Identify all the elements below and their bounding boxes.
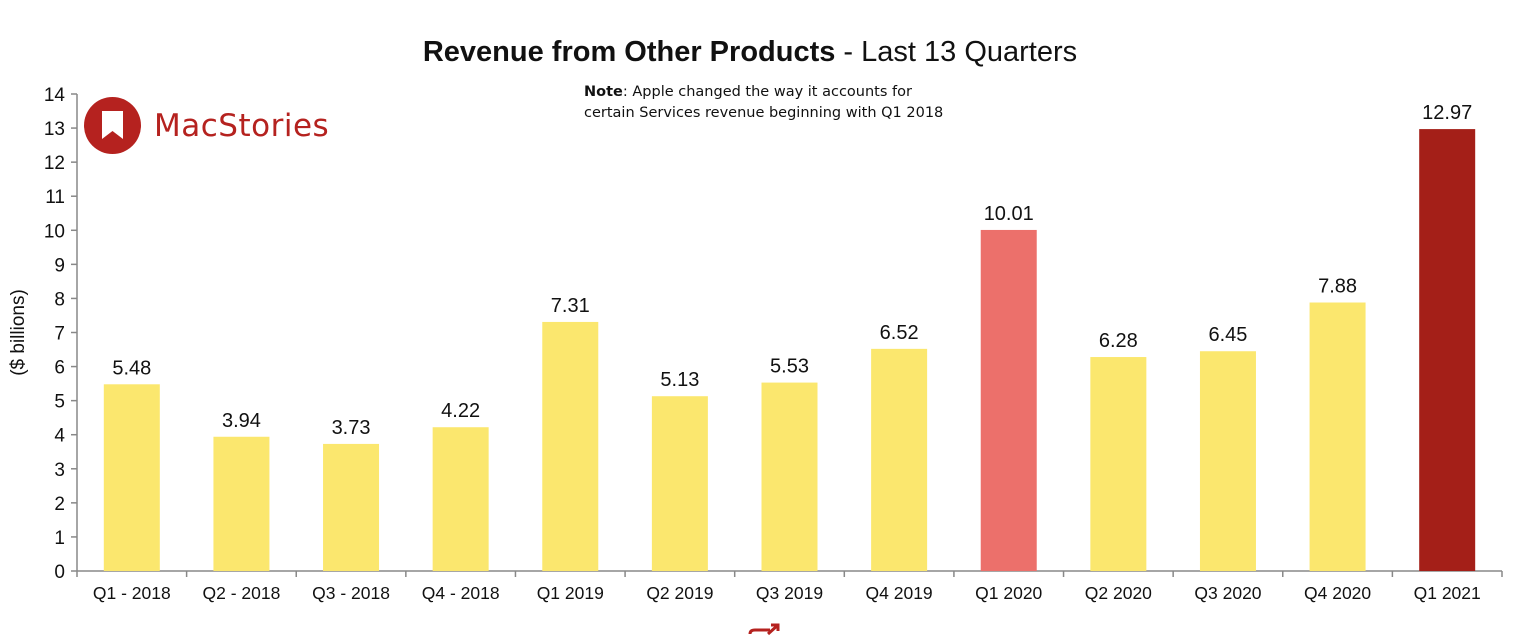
x-tick-label: Q1 2020 xyxy=(975,583,1042,603)
y-tick-label: 9 xyxy=(54,255,65,276)
y-tick-label: 8 xyxy=(54,289,65,310)
expand-arrow-icon[interactable] xyxy=(746,622,782,641)
y-tick-label: 14 xyxy=(44,85,66,106)
y-tick-label: 5 xyxy=(54,392,65,413)
bar xyxy=(1309,302,1366,571)
y-tick-label: 12 xyxy=(44,153,65,174)
data-label: 3.94 xyxy=(222,410,261,432)
x-tick-label: Q3 - 2018 xyxy=(312,583,390,603)
y-tick-label: 10 xyxy=(44,221,65,242)
note-line2: certain Services revenue beginning with … xyxy=(584,105,944,121)
x-tick-label: Q3 2019 xyxy=(756,583,823,603)
note-label: Note xyxy=(584,84,623,100)
chart-title-rest: - Last 13 Quarters xyxy=(835,36,1078,68)
y-tick-label: 7 xyxy=(54,324,65,345)
bar xyxy=(980,229,1037,571)
chart-title: Revenue from Other Products - Last 13 Qu… xyxy=(0,36,1500,69)
x-tick-label: Q2 2019 xyxy=(646,583,713,603)
logo-text: MacStories xyxy=(154,107,330,144)
bar xyxy=(542,321,599,571)
chart-note: Note: Apple changed the way it accounts … xyxy=(584,82,943,124)
y-tick-label: 3 xyxy=(54,460,65,481)
bar xyxy=(1090,357,1147,571)
data-label: 7.88 xyxy=(1318,276,1357,298)
data-label: 12.97 xyxy=(1422,102,1472,124)
data-label: 6.52 xyxy=(880,322,919,344)
macstories-logo: MacStories xyxy=(84,97,329,154)
x-tick-label: Q2 - 2018 xyxy=(203,583,281,603)
data-label: 7.31 xyxy=(551,295,590,317)
y-tick-label: 11 xyxy=(45,187,65,208)
note-line1: : Apple changed the way it accounts for xyxy=(622,84,912,100)
y-tick-label: 0 xyxy=(54,562,65,583)
y-tick-label: 4 xyxy=(54,426,65,447)
x-tick-label: Q1 2019 xyxy=(537,583,604,603)
bar xyxy=(761,382,818,571)
data-label: 6.45 xyxy=(1208,324,1247,346)
data-label: 10.01 xyxy=(984,203,1034,225)
bar xyxy=(1199,351,1256,571)
bar xyxy=(432,427,489,571)
x-tick-label: Q1 - 2018 xyxy=(93,583,171,603)
x-tick-label: Q2 2020 xyxy=(1085,583,1152,603)
x-tick-label: Q1 2021 xyxy=(1414,583,1481,603)
x-tick-label: Q4 2020 xyxy=(1304,583,1371,603)
data-label: 6.28 xyxy=(1099,330,1138,352)
y-tick-label: 6 xyxy=(54,358,65,379)
y-tick-label: 1 xyxy=(54,528,65,549)
bar xyxy=(213,436,270,571)
y-tick-label: 2 xyxy=(54,494,65,515)
bar xyxy=(651,396,708,571)
bar xyxy=(323,443,380,571)
x-tick-label: Q4 2019 xyxy=(866,583,933,603)
y-axis-label: ($ billions) xyxy=(8,289,29,376)
chart-title-bold: Revenue from Other Products xyxy=(422,36,836,68)
y-tick-label: 13 xyxy=(44,119,65,140)
x-tick-label: Q4 - 2018 xyxy=(422,583,500,603)
data-label: 4.22 xyxy=(441,400,480,422)
data-label: 3.73 xyxy=(332,417,371,439)
bar xyxy=(103,384,160,571)
bar xyxy=(871,348,928,571)
data-label: 5.13 xyxy=(660,369,699,391)
bar xyxy=(1419,129,1476,571)
data-label: 5.53 xyxy=(770,356,809,378)
x-tick-label: Q3 2020 xyxy=(1194,583,1261,603)
bookmark-icon xyxy=(84,97,141,154)
data-label: 5.48 xyxy=(112,357,151,379)
